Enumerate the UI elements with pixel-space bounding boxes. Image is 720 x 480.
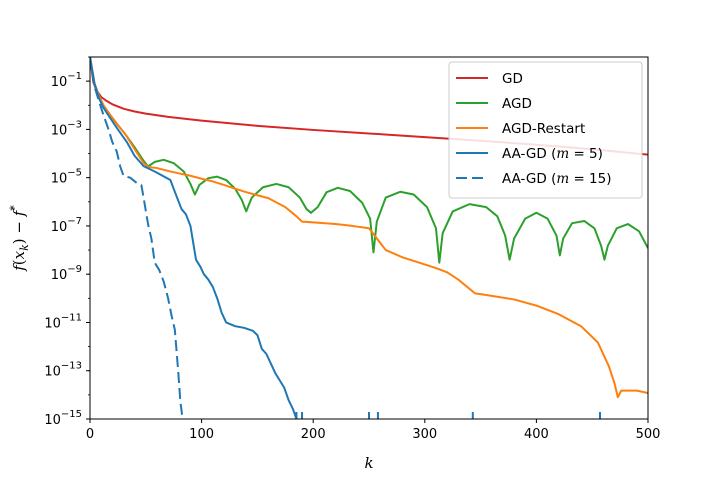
legend-item-4: AA-GD (m = 5) (456, 146, 603, 162)
legend-box (448, 61, 643, 199)
plot-frame (89, 56, 649, 420)
legend-item-2: AGD (456, 96, 532, 112)
y-axis: 10−1 10−3 10−5 10−7 10−9 10−11 10−13 10−15 (44, 56, 90, 428)
legend-label: GD (502, 71, 523, 87)
y-axis-label: f(xk) − f* (8, 205, 31, 272)
legend-label: AGD-Restart (502, 121, 585, 137)
y-tick-label: 10−13 (44, 361, 82, 380)
series-line-3 (90, 57, 648, 399)
x-tick-label: 100 (189, 427, 214, 442)
legend-item-5: AA-GD (m = 15) (456, 171, 612, 187)
y-tick-label: 10−3 (51, 119, 82, 138)
y-tick-label: 10−1 (51, 71, 82, 90)
y-tick-label: 10−11 (44, 312, 82, 331)
y-tick-label: 10−9 (51, 264, 82, 283)
x-tick-label: 400 (524, 427, 549, 442)
x-tick-label: 300 (412, 427, 437, 442)
legend-label: AA-GD (m = 5) (502, 146, 603, 162)
x-tick-label: 500 (636, 427, 661, 442)
legend-label: AA-GD (m = 15) (502, 171, 612, 187)
series-line-4 (90, 57, 298, 419)
series-line-2 (90, 57, 648, 264)
x-tick-label: 200 (301, 427, 326, 442)
x-axis-label: k (364, 454, 373, 472)
legend-item-3: AGD-Restart (456, 121, 585, 137)
legend-label: AGD (502, 96, 532, 112)
x-tick-label: 0 (86, 427, 94, 442)
legend: GD AGD AGD-Restart AA-GD (m = 5) AA-GD (m = … (448, 61, 643, 199)
y-tick-label: 10−15 (44, 409, 82, 428)
y-tick-label: 10−5 (51, 168, 82, 187)
rug-marks (295, 412, 602, 419)
y-tick-label: 10−7 (51, 216, 82, 235)
legend-item-1: GD (456, 71, 523, 87)
svg-text:f(xk) − f*: f(xk) − f* (8, 205, 31, 272)
series-line-5 (90, 57, 184, 419)
x-axis: 0 100 200 300 400 500 (86, 419, 661, 442)
